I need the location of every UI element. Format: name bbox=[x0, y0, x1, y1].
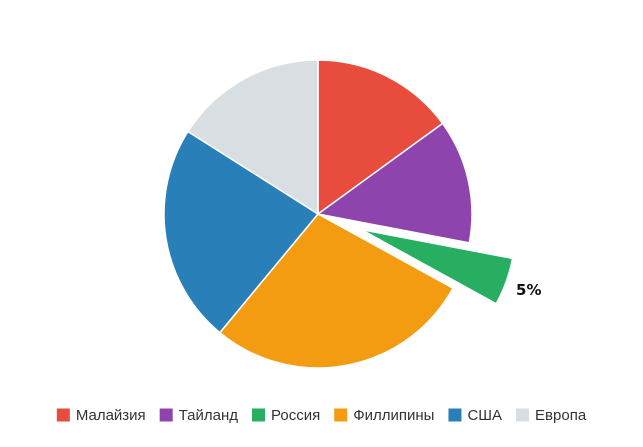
slice-0[interactable] bbox=[317, 59, 444, 216]
legend-label-0: Малайзия bbox=[76, 407, 146, 424]
legend-item-4[interactable]: США bbox=[448, 407, 502, 424]
legend-item-2[interactable]: Россия bbox=[252, 407, 320, 424]
legend-label-3: Филлипины bbox=[353, 407, 434, 424]
legend-swatch-0 bbox=[56, 408, 70, 422]
legend-item-5[interactable]: Европа bbox=[516, 407, 587, 424]
slice-5[interactable] bbox=[186, 59, 319, 216]
slice-2[interactable] bbox=[360, 228, 514, 305]
pie-slices bbox=[163, 59, 514, 369]
legend-label-1: Тайланд bbox=[179, 407, 239, 424]
legend-item-0[interactable]: Малайзия bbox=[56, 407, 146, 424]
slice-1[interactable] bbox=[316, 122, 473, 244]
legend-label-2: Россия bbox=[271, 407, 320, 424]
legend-swatch-3 bbox=[334, 408, 348, 422]
legend: Малайзия Тайланд Россия Филлипины США Европа bbox=[56, 407, 587, 424]
legend-item-1[interactable]: Тайланд bbox=[159, 407, 239, 424]
legend-swatch-1 bbox=[159, 408, 173, 422]
legend-swatch-2 bbox=[252, 408, 266, 422]
slice-4[interactable] bbox=[163, 130, 320, 334]
data-labels: 5% bbox=[516, 281, 541, 299]
legend-label-5: Европа bbox=[535, 407, 587, 424]
data-label-2: 5% bbox=[516, 281, 541, 299]
legend-label-4: США bbox=[467, 407, 502, 424]
slice-3[interactable] bbox=[218, 213, 454, 369]
legend-item-3[interactable]: Филлипины bbox=[334, 407, 434, 424]
legend-swatch-4 bbox=[448, 408, 462, 422]
legend-swatch-5 bbox=[516, 408, 530, 422]
